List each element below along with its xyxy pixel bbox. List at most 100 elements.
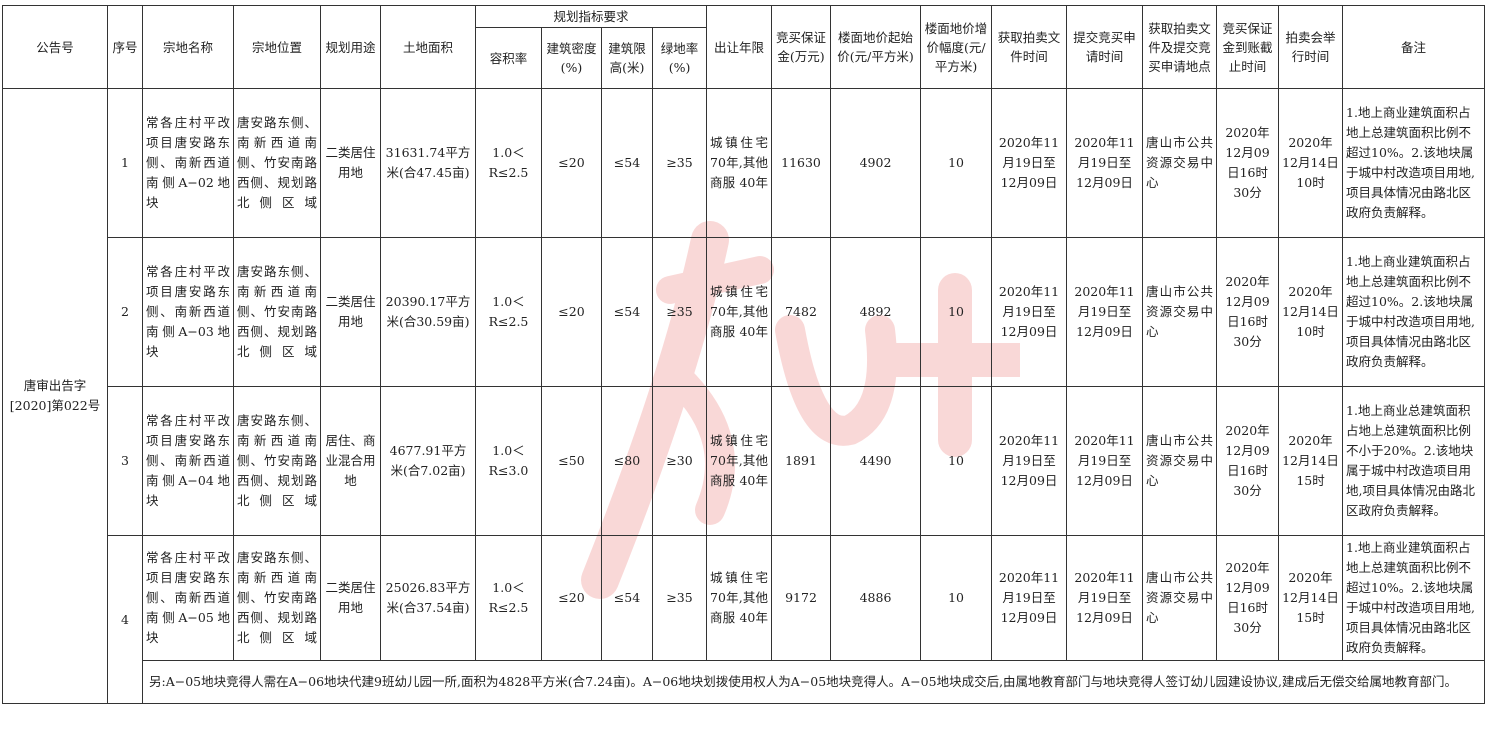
table-row: 3 常各庄村平改项目唐安路东侧、南新西道南侧A−04地块 唐安路东侧、南新西道南侧、…: [3, 386, 1485, 536]
start-price-cell: 4902: [830, 88, 922, 238]
area-cell: 20390.17平方米(合30.59亩): [380, 237, 476, 387]
name-cell: 常各庄村平改项目唐安路东侧、南新西道南侧A−03地块: [142, 237, 234, 387]
header-notice-no: 公告号: [2, 5, 108, 89]
header-location: 宗地位置: [233, 5, 321, 89]
header-increment: 楼面地价增价幅度(元/平方米): [920, 5, 993, 89]
green-cell: ≥35: [651, 535, 708, 661]
location-cell: 唐安路东侧、南新西道南侧、竹安南路西侧、规划路北侧区域: [233, 237, 321, 387]
name-cell: 常各庄村平改项目唐安路东侧、南新西道南侧A−02地块: [142, 88, 234, 238]
area-cell: 25026.83平方米(合37.54亩): [380, 535, 476, 661]
header-start-price: 楼面地价起始价(元/平方米): [830, 5, 922, 89]
header-area: 土地面积: [380, 5, 476, 89]
place-cell: 唐山市公共资源交易中心: [1142, 386, 1218, 536]
header-term: 出让年限: [706, 5, 773, 89]
header-auction-time: 拍卖会举行时间: [1278, 5, 1344, 89]
header-planning-group: 规划指标要求: [474, 5, 708, 28]
auction-time-cell: 2020年12月14日10时: [1278, 88, 1344, 238]
table-row: 4 常各庄村平改项目唐安路东侧、南新西道南侧A−05地块 唐安路东侧、南新西道南侧、…: [3, 535, 1485, 704]
area-cell: 4677.91平方米(合7.02亩): [380, 386, 476, 536]
apply-time-cell: 2020年11月19日至12月09日: [1066, 88, 1144, 238]
deposit-deadline-cell: 2020年12月09日16时30分: [1216, 88, 1280, 238]
header-doc-time: 获取拍卖文件时间: [991, 5, 1068, 89]
increment-cell: 10: [920, 535, 993, 661]
usage-cell: 居住、商业混合用地: [320, 386, 381, 536]
area-cell: 31631.74平方米(合47.45亩): [380, 88, 476, 238]
increment-cell: 10: [920, 237, 993, 387]
seq-cell: 2: [107, 237, 143, 387]
term-cell: 城镇住宅 70年,其他商服 40年: [706, 237, 773, 387]
apply-time-cell: 2020年11月19日至12月09日: [1066, 386, 1144, 536]
table-row: 唐审出告字[2020]第022号 1 常各庄村平改项目唐安路东侧、南新西道南侧A−0…: [2, 88, 1485, 704]
remarks-cell: 1.地上商业建筑面积占地上总建筑面积比例不超过10%。2.该地块属于城中村改造项…: [1342, 535, 1485, 661]
far-cell: 1.0＜R≤2.5: [475, 88, 542, 238]
start-price-cell: 4892: [830, 237, 922, 387]
deposit-deadline-cell: 2020年12月09日16时30分: [1216, 535, 1280, 661]
height-cell: ≤80: [601, 386, 653, 536]
green-cell: ≥35: [651, 237, 708, 387]
density-cell: ≤20: [541, 535, 602, 661]
seq-cell: 1: [107, 88, 143, 238]
remarks-cell: 1.地上商业建筑面积占地上总建筑面积比例不超过10%。2.该地块属于城中村改造项…: [1342, 88, 1485, 238]
auction-time-cell: 2020年12月14日10时: [1278, 237, 1344, 387]
seq-cell: 3: [107, 386, 143, 536]
land-auction-table: 公告号 序号 宗地名称 宗地位置 规划用途 土地面积 规划指标要求 出让年限 竞…: [2, 5, 1485, 704]
header-far: 容积率: [475, 27, 542, 89]
place-cell: 唐山市公共资源交易中心: [1142, 237, 1218, 387]
density-cell: ≤20: [541, 88, 602, 238]
density-cell: ≤50: [541, 386, 602, 536]
term-cell: 城镇住宅 70年,其他商服 40年: [706, 386, 773, 536]
header-density: 建筑密度(%): [541, 27, 602, 89]
increment-cell: 10: [920, 386, 993, 536]
footnote: 另:A−05地块竞得人需在A−06地块代建9班幼儿园一所,面积为4828平方米(…: [141, 660, 1485, 704]
header-green: 绿地率(%): [651, 27, 708, 89]
location-cell: 唐安路东侧、南新西道南侧、竹安南路西侧、规划路北侧区域: [233, 386, 321, 536]
deposit-deadline-cell: 2020年12月09日16时30分: [1216, 386, 1280, 536]
header-usage: 规划用途: [320, 5, 381, 89]
seq-cell: 4: [107, 535, 143, 704]
deposit-cell: 9172: [771, 535, 832, 661]
increment-cell: 10: [920, 88, 993, 238]
deposit-cell: 1891: [771, 386, 832, 536]
place-cell: 唐山市公共资源交易中心: [1142, 535, 1218, 661]
place-cell: 唐山市公共资源交易中心: [1142, 88, 1218, 238]
header-deposit: 竞买保证金(万元): [771, 5, 832, 89]
height-cell: ≤54: [601, 237, 653, 387]
doc-time-cell: 2020年11月19日至12月09日: [991, 88, 1068, 238]
height-cell: ≤54: [601, 88, 653, 238]
doc-time-cell: 2020年11月19日至12月09日: [991, 535, 1068, 661]
header-name: 宗地名称: [142, 5, 234, 89]
green-cell: ≥30: [651, 386, 708, 536]
deposit-cell: 11630: [771, 88, 832, 238]
term-cell: 城镇住宅 70年,其他商服 40年: [706, 88, 773, 238]
term-cell: 城镇住宅 70年,其他商服 40年: [706, 535, 773, 661]
location-cell: 唐安路东侧、南新西道南侧、竹安南路西侧、规划路北侧区域: [233, 88, 321, 238]
apply-time-cell: 2020年11月19日至12月09日: [1066, 535, 1144, 661]
far-cell: 1.0＜R≤2.5: [475, 237, 542, 387]
footnote-row: 另:A−05地块竞得人需在A−06地块代建9班幼儿园一所,面积为4828平方米(…: [3, 660, 1485, 704]
remarks-cell: 1.地上商业建筑面积占地上总建筑面积比例不超过10%。2.该地块属于城中村改造项…: [1342, 237, 1485, 387]
deposit-deadline-cell: 2020年12月09日16时30分: [1216, 237, 1280, 387]
deposit-cell: 7482: [771, 237, 832, 387]
density-cell: ≤20: [541, 237, 602, 387]
height-cell: ≤54: [601, 535, 653, 661]
apply-time-cell: 2020年11月19日至12月09日: [1066, 237, 1144, 387]
remarks-cell: 1.地上商业总建筑面积占地上总建筑面积比例不小于20%。2.该地块属于城中村改造…: [1342, 386, 1485, 536]
start-price-cell: 4886: [830, 535, 922, 661]
header-deposit-deadline: 竞买保证金到账截止时间: [1216, 5, 1280, 89]
usage-cell: 二类居住用地: [320, 88, 381, 238]
green-cell: ≥35: [651, 88, 708, 238]
header-remarks: 备注: [1342, 5, 1485, 89]
header-height: 建筑限高(米): [601, 27, 653, 89]
usage-cell: 二类居住用地: [320, 237, 381, 387]
location-cell: 唐安路东侧、南新西道南侧、竹安南路西侧、规划路北侧区域: [233, 535, 321, 661]
start-price-cell: 4490: [830, 386, 922, 536]
doc-time-cell: 2020年11月19日至12月09日: [991, 237, 1068, 387]
header-apply-time: 提交竞买申请时间: [1066, 5, 1144, 89]
usage-cell: 二类居住用地: [320, 535, 381, 661]
header-seq: 序号: [107, 5, 143, 89]
table-row: 2 常各庄村平改项目唐安路东侧、南新西道南侧A−03地块 唐安路东侧、南新西道南侧、…: [3, 237, 1485, 387]
name-cell: 常各庄村平改项目唐安路东侧、南新西道南侧A−05地块: [142, 535, 234, 661]
auction-time-cell: 2020年12月14日15时: [1278, 386, 1344, 536]
header-place: 获取拍卖文件及提交竞买申请地点: [1142, 5, 1218, 89]
far-cell: 1.0＜R≤2.5: [475, 535, 542, 661]
